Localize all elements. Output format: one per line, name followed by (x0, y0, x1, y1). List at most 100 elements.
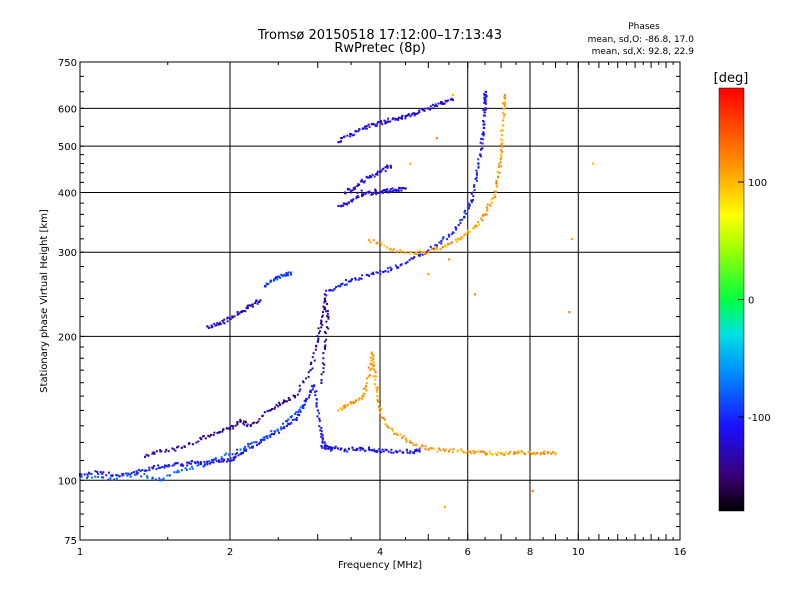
data-point (268, 409, 271, 412)
data-point (483, 97, 486, 100)
data-point (140, 475, 143, 478)
data-point (378, 407, 381, 410)
data-point (431, 103, 434, 106)
data-point (177, 471, 180, 474)
data-point (176, 446, 179, 449)
data-point (391, 430, 394, 433)
data-point (384, 170, 387, 173)
data-point (259, 299, 262, 302)
data-point (256, 302, 259, 305)
data-point (289, 273, 292, 276)
data-point (366, 377, 369, 380)
data-point (418, 254, 421, 257)
data-point (80, 473, 83, 476)
data-point (329, 446, 332, 449)
data-point (163, 464, 166, 467)
data-point (377, 400, 380, 403)
data-point (299, 388, 302, 391)
data-point (370, 193, 373, 196)
data-point (413, 256, 416, 259)
data-point (370, 367, 373, 370)
data-point (483, 94, 486, 97)
data-point (228, 427, 231, 430)
data-point (405, 440, 408, 443)
x-tick-label: 1 (77, 547, 83, 558)
data-point (312, 386, 315, 389)
data-point (383, 189, 386, 192)
data-point (186, 461, 189, 464)
data-point (408, 452, 411, 455)
data-point (501, 128, 504, 131)
data-point (439, 100, 442, 103)
data-point (373, 364, 376, 367)
data-point (439, 449, 442, 452)
data-point (435, 246, 438, 249)
data-point (236, 421, 239, 424)
data-point (393, 432, 396, 435)
data-point (368, 190, 371, 193)
data-point (316, 409, 319, 412)
data-point (86, 475, 89, 478)
data-point (454, 227, 457, 230)
data-point (386, 246, 389, 249)
data-point (339, 448, 342, 451)
data-point (321, 362, 324, 365)
data-point (376, 399, 379, 402)
colorbar-ticks: 100 0 -100 (738, 178, 771, 424)
y-tick-label: 400 (58, 188, 77, 199)
data-point (320, 381, 323, 384)
data-point (364, 125, 367, 128)
data-point (437, 102, 440, 105)
data-point (350, 402, 353, 405)
data-point (297, 413, 301, 417)
data-point (404, 187, 407, 190)
data-point (413, 452, 416, 455)
data-point (497, 451, 500, 454)
data-point (206, 461, 209, 464)
data-point (378, 448, 381, 451)
data-point (320, 426, 323, 429)
data-point (323, 340, 326, 343)
data-point (352, 198, 355, 201)
data-point (286, 272, 289, 275)
data-point (145, 453, 148, 456)
data-point (280, 273, 283, 276)
data-point (543, 453, 546, 456)
data-point (299, 406, 302, 409)
data-point (159, 466, 162, 469)
data-point (220, 460, 223, 463)
data-point (400, 250, 403, 253)
data-point (467, 231, 470, 234)
data-point (480, 450, 483, 453)
data-point (391, 187, 394, 190)
data-point (159, 479, 162, 482)
data-point (195, 441, 198, 444)
data-point (307, 375, 310, 378)
data-point (151, 452, 154, 455)
data-point (118, 475, 121, 478)
data-point (337, 141, 340, 144)
data-point (454, 238, 457, 241)
data-point (380, 121, 383, 124)
data-point (226, 458, 229, 461)
data-point (359, 180, 362, 183)
data-point (400, 117, 403, 120)
data-point (473, 189, 476, 192)
data-point (389, 247, 392, 250)
data-point (323, 306, 326, 309)
data-point (344, 448, 347, 451)
data-point (318, 412, 321, 415)
data-point (386, 190, 389, 193)
data-point (245, 307, 248, 310)
data-point (412, 257, 415, 260)
data-point (244, 310, 247, 313)
data-point (83, 473, 86, 476)
data-point (399, 116, 402, 119)
data-point (371, 352, 374, 355)
data-point (374, 371, 377, 374)
data-point (197, 440, 200, 443)
data-point (342, 202, 345, 205)
x-tick-label: 16 (674, 547, 687, 558)
data-point (324, 330, 327, 333)
data-point (488, 203, 491, 206)
